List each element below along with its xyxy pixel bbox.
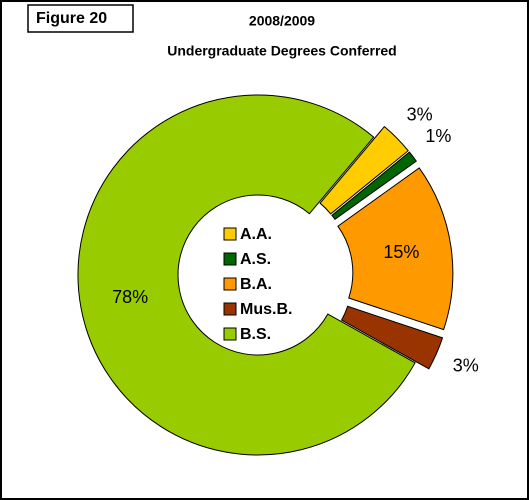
legend-label: B.A. [240,276,272,293]
legend-label: Mus.B. [240,301,292,318]
legend-swatch [223,302,237,316]
data-label: 3% [453,355,479,375]
slice [331,151,417,221]
slice [77,94,416,456]
slice [337,167,454,331]
legend-swatch [223,277,237,291]
legend-swatch [223,327,237,341]
chart-title: 2008/2009 [249,13,315,29]
data-label: 1% [425,126,451,146]
legend-swatch [223,227,237,241]
legend-label: A.A. [240,226,272,243]
slice [340,305,444,370]
figure-label: Figure 20 [36,10,107,27]
data-label: 78% [112,287,148,307]
data-label: 15% [383,242,419,262]
legend-swatch [223,252,237,266]
figure-box [27,4,134,33]
legend-label: B.S. [240,326,271,343]
chart-subtitle: Undergraduate Degrees Conferred [167,43,397,59]
legend-label: A.S. [240,251,271,268]
data-label: 3% [407,104,433,124]
slice [319,125,409,215]
